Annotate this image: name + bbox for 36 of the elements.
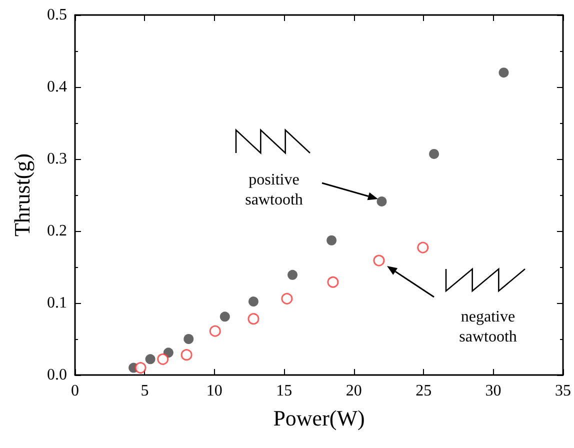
x-tick-label: 10 (206, 382, 222, 400)
point (326, 235, 337, 246)
x-tick-label: 0 (71, 382, 79, 400)
point (248, 313, 260, 325)
point (373, 254, 385, 266)
point (281, 292, 293, 304)
x-tick-label: 30 (485, 382, 502, 400)
x-tick-label: 20 (346, 382, 362, 400)
point (417, 242, 429, 254)
point (327, 276, 339, 288)
x-tick-label: 15 (276, 382, 292, 400)
y-tick-label: 0.1 (47, 294, 67, 312)
annotation: negative sawtooth (459, 308, 517, 346)
annotation: positive sawtooth (245, 172, 303, 208)
x-tick-label: 35 (555, 382, 571, 400)
y-tick-label: 0.0 (47, 366, 67, 384)
y-tick-label: 0.3 (47, 150, 67, 168)
y-tick-label: 0.4 (47, 78, 67, 96)
point (145, 354, 156, 364)
point (180, 349, 192, 361)
y-tick-label: 0.2 (47, 222, 67, 240)
point (184, 334, 194, 344)
point (288, 270, 298, 280)
point (209, 325, 221, 337)
x-tick-label: 25 (416, 382, 432, 400)
point (134, 362, 146, 374)
point (498, 68, 509, 78)
point (157, 353, 169, 365)
point (220, 312, 230, 322)
y-tick-label: 0.5 (47, 6, 67, 24)
y-axis-title: Thrust(g) (10, 153, 34, 237)
x-tick-label: 5 (140, 382, 149, 400)
x-axis-title: Power(W) (273, 406, 365, 430)
point (376, 196, 387, 206)
point (248, 296, 258, 307)
point (429, 148, 440, 159)
